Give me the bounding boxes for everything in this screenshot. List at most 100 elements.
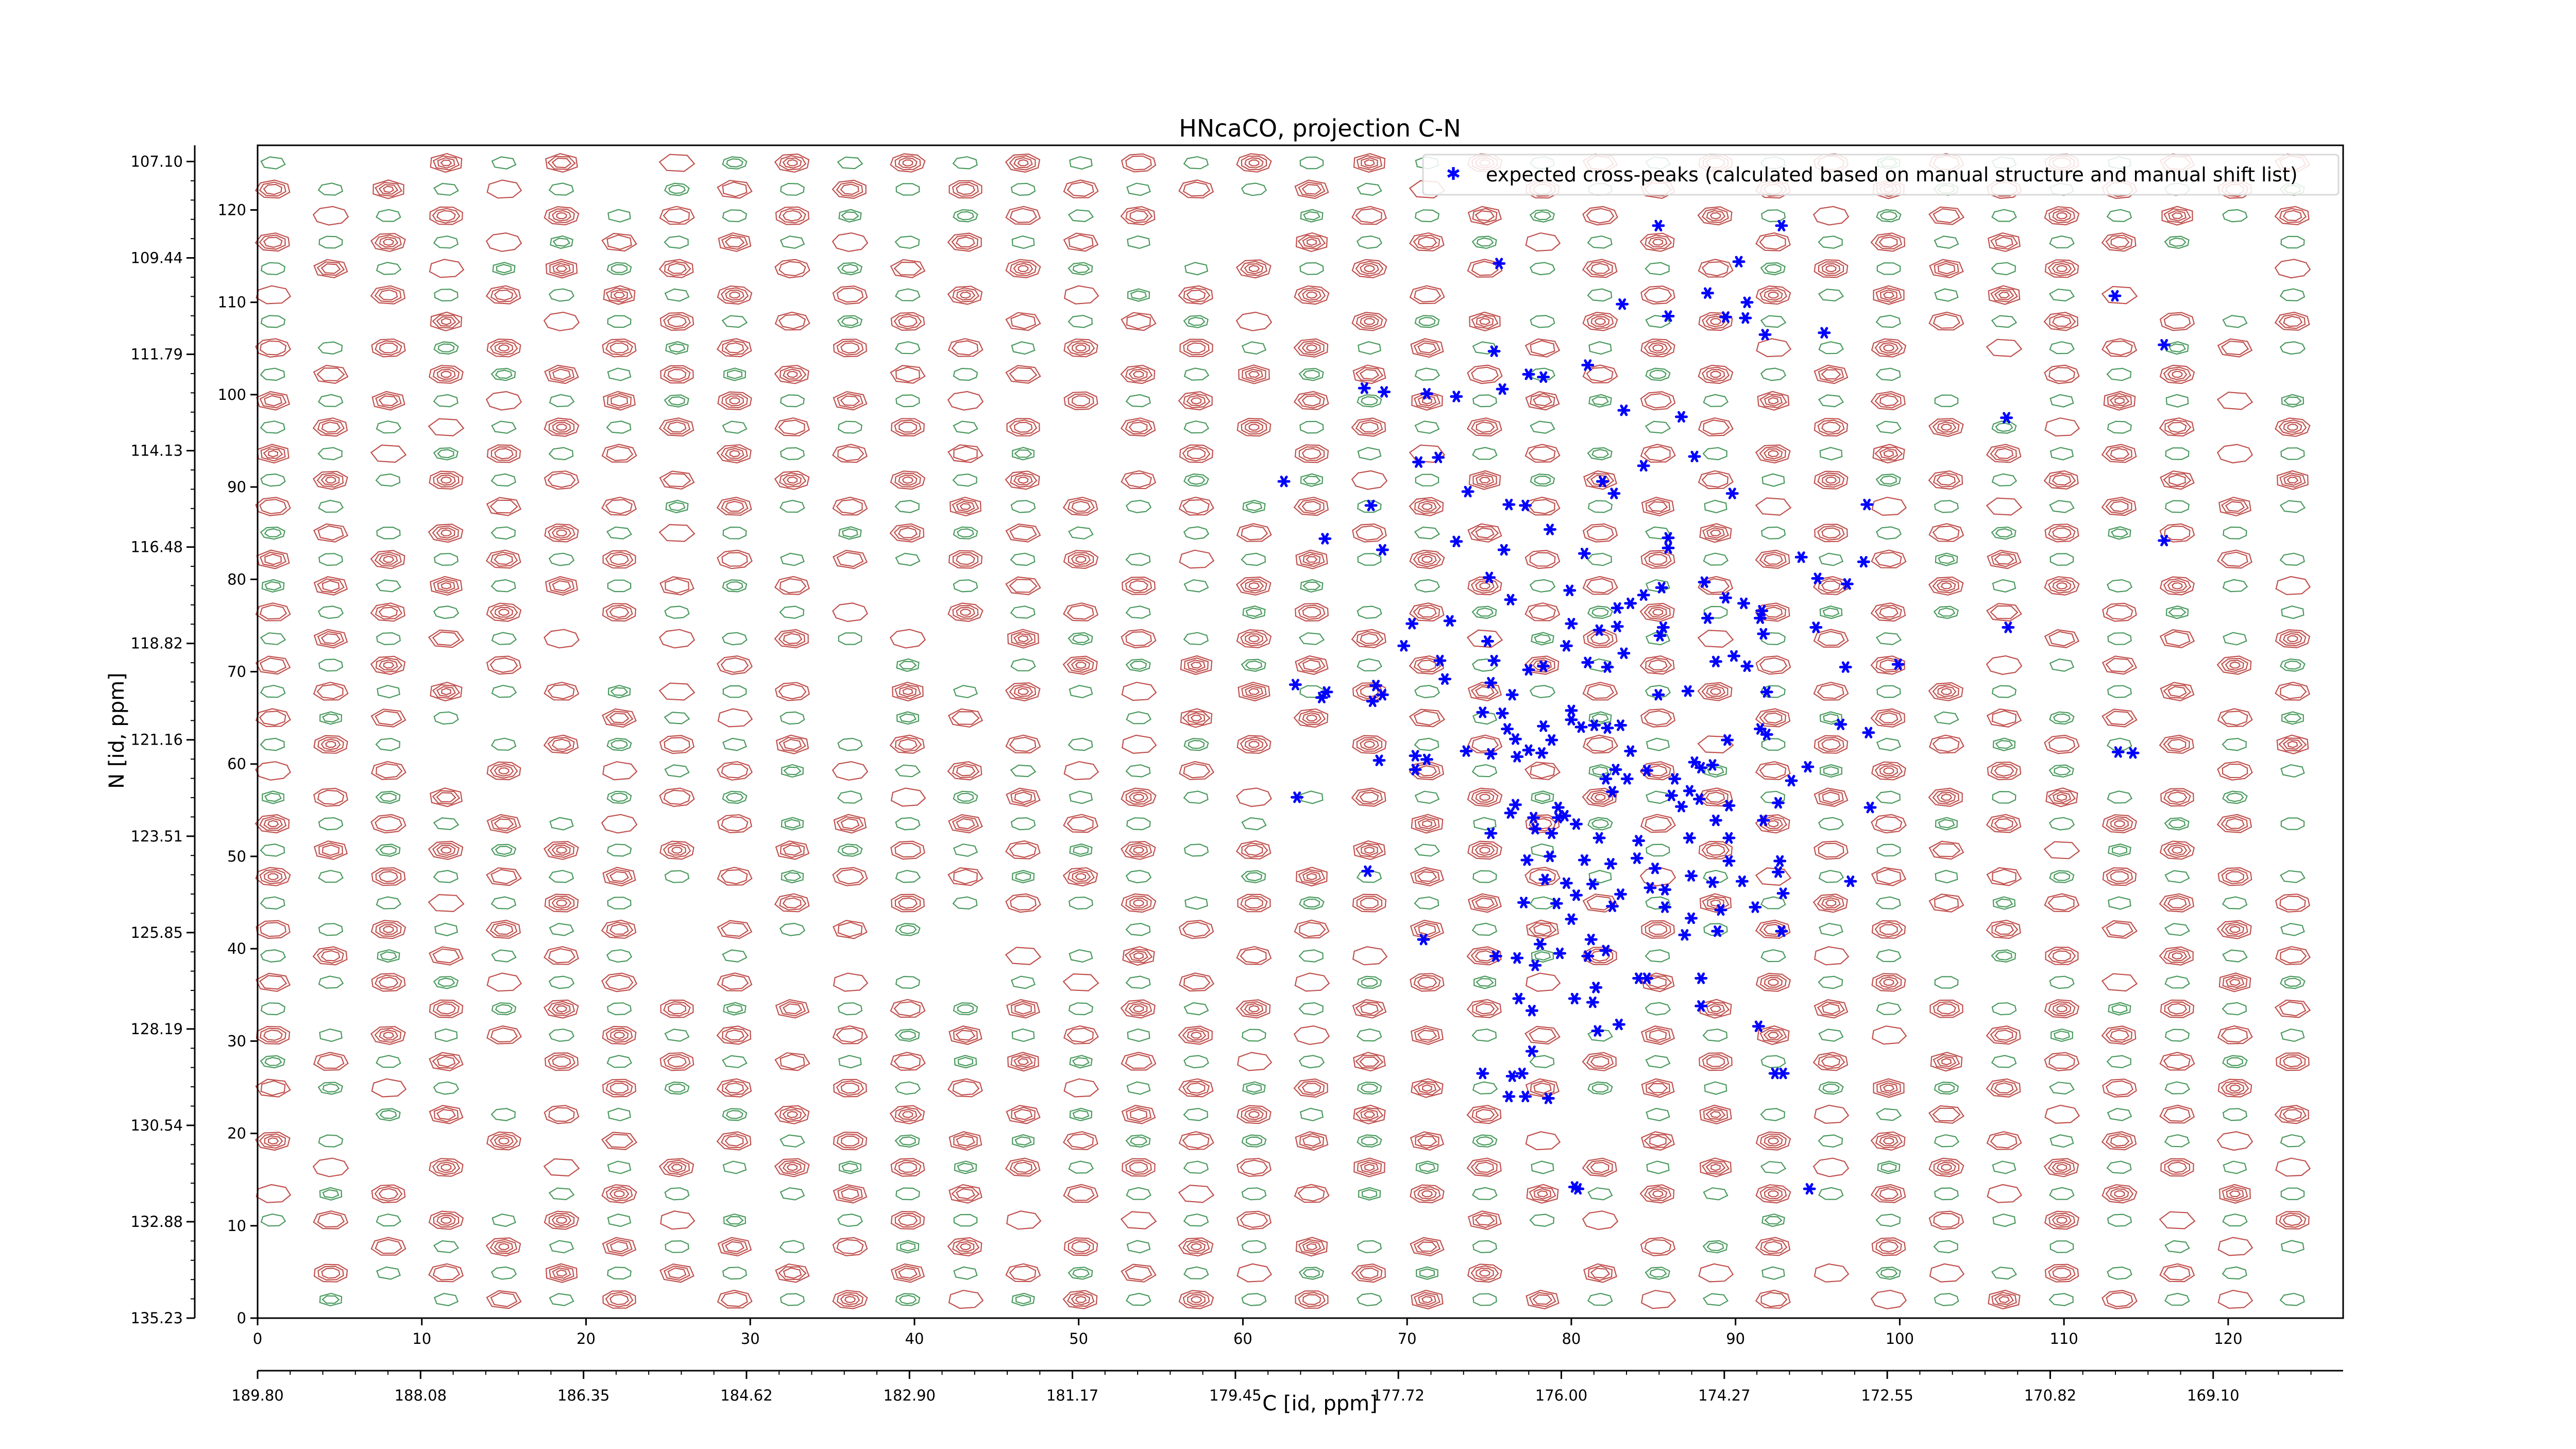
negative-contour <box>606 420 632 434</box>
peak-marker-stroke <box>1280 476 1288 487</box>
positive-contour <box>832 761 869 781</box>
positive-contour <box>1302 871 1321 883</box>
positive-contour <box>1306 344 1317 351</box>
positive-contour <box>1187 448 1206 459</box>
positive-contour <box>2216 655 2252 675</box>
peak-marker-stroke <box>1562 877 1570 889</box>
negative-contour <box>437 343 455 352</box>
positive-contour <box>658 524 696 542</box>
positive-contour <box>610 395 629 407</box>
positive-contour <box>1701 366 1730 382</box>
positive-contour <box>2163 684 2192 699</box>
peak-marker <box>1775 220 1788 232</box>
positive-contour <box>1294 285 1330 305</box>
positive-contour <box>1236 1158 1272 1177</box>
positive-contour <box>486 814 521 834</box>
positive-contour <box>1878 1241 1899 1253</box>
negative-contour <box>894 500 920 513</box>
negative-contour <box>322 1189 340 1199</box>
negative-contour <box>318 553 343 566</box>
peak-marker-stroke <box>1554 812 1562 823</box>
negative-contour <box>1361 1189 1378 1199</box>
positive-contour <box>432 208 461 224</box>
positive-contour <box>1298 710 1326 726</box>
positive-contour <box>1821 1056 1841 1068</box>
positive-contour <box>2044 999 2080 1019</box>
negative-contour <box>1300 209 1324 223</box>
peak-marker-stroke <box>1697 1000 1705 1012</box>
positive-contour <box>1351 629 1386 648</box>
negative-contour <box>722 685 747 698</box>
positive-contour <box>1755 1237 1791 1256</box>
peak-marker <box>1662 310 1675 322</box>
negative-contour <box>838 420 862 434</box>
positive-contour <box>436 1215 456 1226</box>
positive-contour <box>889 734 925 754</box>
positive-contour <box>892 681 924 702</box>
positive-contour <box>1763 448 1783 460</box>
positive-contour <box>1302 1241 1321 1253</box>
positive-contour <box>1248 688 1260 695</box>
positive-contour <box>490 287 518 302</box>
positive-contour <box>840 1082 860 1094</box>
positive-contour <box>1363 1111 1376 1118</box>
negative-contour <box>722 737 747 751</box>
negative-contour <box>1245 872 1263 882</box>
positive-contour <box>778 683 807 700</box>
negative-contour <box>550 235 573 249</box>
negative-contour <box>1414 209 1440 223</box>
negative-contour <box>260 684 286 698</box>
positive-contour <box>658 629 696 649</box>
negative-contour <box>894 1081 921 1095</box>
positive-contour <box>552 1267 571 1279</box>
negative-contour <box>2280 1187 2305 1200</box>
positive-contour <box>1071 500 1091 512</box>
negative-contour <box>2108 896 2131 910</box>
positive-contour <box>1698 259 1734 278</box>
positive-contour <box>2282 739 2303 750</box>
positive-contour <box>370 233 406 252</box>
positive-contour <box>2043 841 2080 860</box>
positive-contour <box>1755 602 1790 622</box>
x-index-tick-label: 30 <box>741 1330 760 1347</box>
positive-contour <box>1125 1054 1153 1069</box>
negative-contour <box>434 922 458 936</box>
negative-contour <box>1357 605 1382 619</box>
negative-contour <box>2280 922 2305 936</box>
peak-marker-stroke <box>1291 679 1299 690</box>
negative-contour <box>779 499 805 513</box>
negative-contour <box>1760 1055 1786 1069</box>
positive-contour <box>1351 259 1387 279</box>
positive-contour <box>2106 1292 2133 1307</box>
positive-contour <box>1180 655 1213 675</box>
negative-contour <box>1818 1081 1844 1095</box>
positive-contour <box>1702 419 1730 435</box>
positive-contour <box>432 525 459 541</box>
positive-contour <box>1874 604 1902 620</box>
positive-contour <box>1355 1001 1384 1016</box>
positive-contour <box>778 631 806 647</box>
positive-contour <box>490 1292 518 1307</box>
negative-contour <box>1534 951 1551 961</box>
peak-marker <box>1662 542 1675 554</box>
positive-contour <box>2043 1158 2079 1177</box>
positive-contour <box>775 1263 810 1283</box>
peak-marker-stroke <box>1498 383 1506 395</box>
negative-contour <box>841 1162 859 1172</box>
negative-contour <box>1299 156 1324 170</box>
negative-contour <box>2049 1082 2075 1095</box>
positive-contour <box>1121 629 1157 649</box>
positive-contour <box>2216 549 2252 569</box>
positive-contour <box>1121 682 1157 701</box>
positive-contour <box>894 843 921 858</box>
peak-marker-stroke <box>1690 450 1699 463</box>
positive-contour <box>552 422 571 433</box>
negative-contour <box>2165 447 2190 460</box>
positive-contour <box>1873 1078 1905 1098</box>
positive-contour <box>1301 448 1322 460</box>
positive-contour <box>552 580 571 592</box>
positive-contour <box>1186 1241 1206 1253</box>
positive-contour <box>2047 790 2076 805</box>
positive-contour <box>602 1079 637 1098</box>
positive-contour <box>548 1054 575 1070</box>
